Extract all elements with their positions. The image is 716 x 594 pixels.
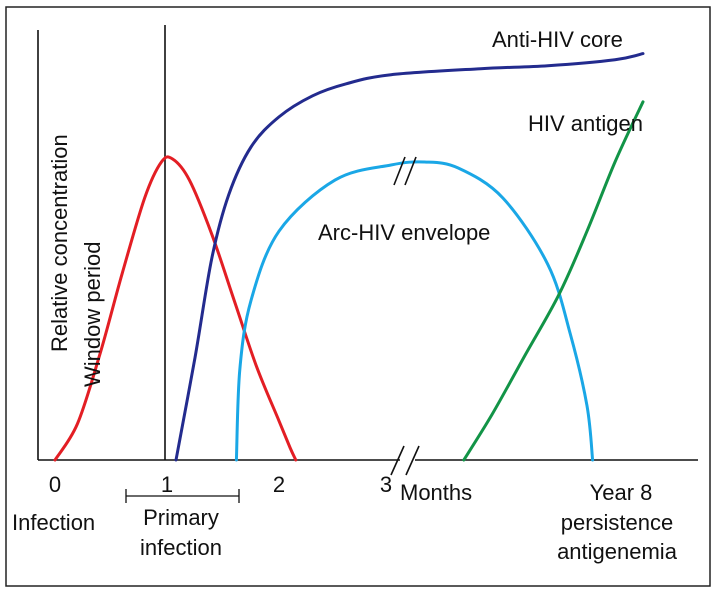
series-label-anti-hiv-core: Anti-HIV core <box>492 27 623 52</box>
x-tick-label: 2 <box>273 472 285 497</box>
label-primary-infection: infection <box>140 535 222 560</box>
series-line-anti-hiv-core <box>174 52 645 462</box>
primary-infection-bracket <box>125 489 240 503</box>
label-persistence: persistence <box>561 510 674 535</box>
x-tick-label: 1 <box>161 472 173 497</box>
series-label-hiv-antigen: HIV antigen <box>528 111 643 136</box>
label-infection: Infection <box>12 510 95 535</box>
series-layer <box>53 52 645 462</box>
label-antigenemia: antigenemia <box>557 539 678 564</box>
tick-layer: 0 1 2 3 <box>49 472 392 497</box>
series-line-window-period <box>53 155 298 462</box>
x-axis-title: Months <box>400 480 472 505</box>
x-tick-label: 0 <box>49 472 61 497</box>
series-label-arc-hiv-envelope: Arc-HIV envelope <box>318 220 490 245</box>
y-axis-label: Relative concentration <box>47 134 72 352</box>
series-line-arc-hiv-envelope <box>234 160 595 462</box>
envelope-break-icon <box>393 156 417 186</box>
x-tick-label: 3 <box>380 472 392 497</box>
window-period-label: Window period <box>80 241 105 387</box>
series-line-hiv-antigen <box>462 100 645 462</box>
label-primary: Primary <box>143 505 219 530</box>
x-axis-break-icon <box>390 445 420 476</box>
chart-border <box>5 6 711 587</box>
label-year-8: Year 8 <box>590 480 653 505</box>
